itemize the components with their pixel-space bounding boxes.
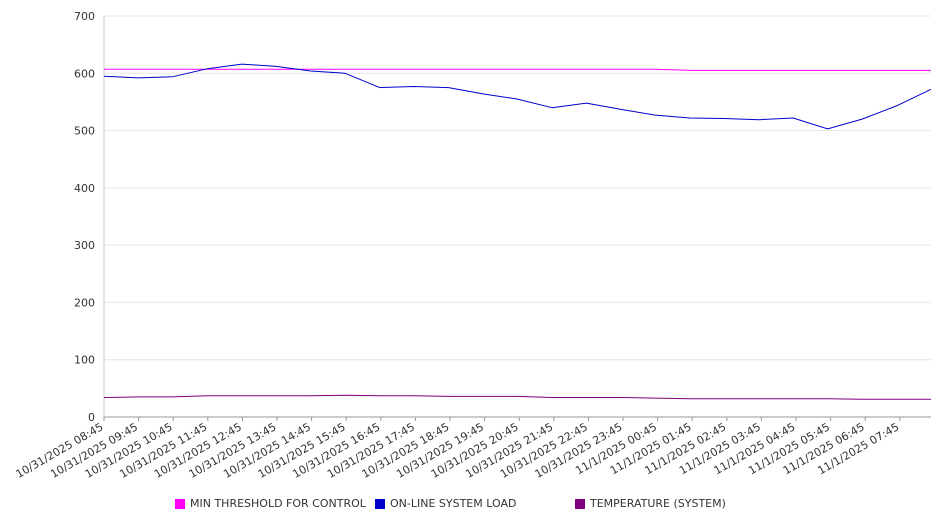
legend-item-min-threshold[interactable]: MIN THRESHOLD FOR CONTROL [175,497,366,510]
legend-item-system-load[interactable]: ON-LINE SYSTEM LOAD [375,497,516,510]
series-line-2 [103,394,931,400]
series-line-0 [104,68,931,71]
legend-item-temperature[interactable]: TEMPERATURE (SYSTEM) [575,497,726,510]
gridlines [104,15,931,361]
legend-swatch-blue [375,498,385,509]
y-tick-label: 700 [74,10,95,23]
y-tick-label: 200 [74,296,95,309]
legend-swatch-magenta [175,498,185,509]
legend-label: MIN THRESHOLD FOR CONTROL [190,497,366,510]
y-tick-label: 100 [74,354,95,367]
series-line-1 [103,63,932,130]
series-lines [103,63,932,400]
y-tick-label: 400 [74,182,95,195]
legend-label: ON-LINE SYSTEM LOAD [390,497,517,510]
legend-swatch-purple [575,498,585,509]
y-tick-label: 0 [88,411,95,424]
y-tick-label: 500 [74,125,95,138]
legend: MIN THRESHOLD FOR CONTROL ON-LINE SYSTEM… [0,497,946,515]
legend-label: TEMPERATURE (SYSTEM) [590,497,726,510]
axes [103,16,931,421]
y-tick-label: 300 [74,239,95,252]
y-tick-label: 600 [74,67,95,80]
